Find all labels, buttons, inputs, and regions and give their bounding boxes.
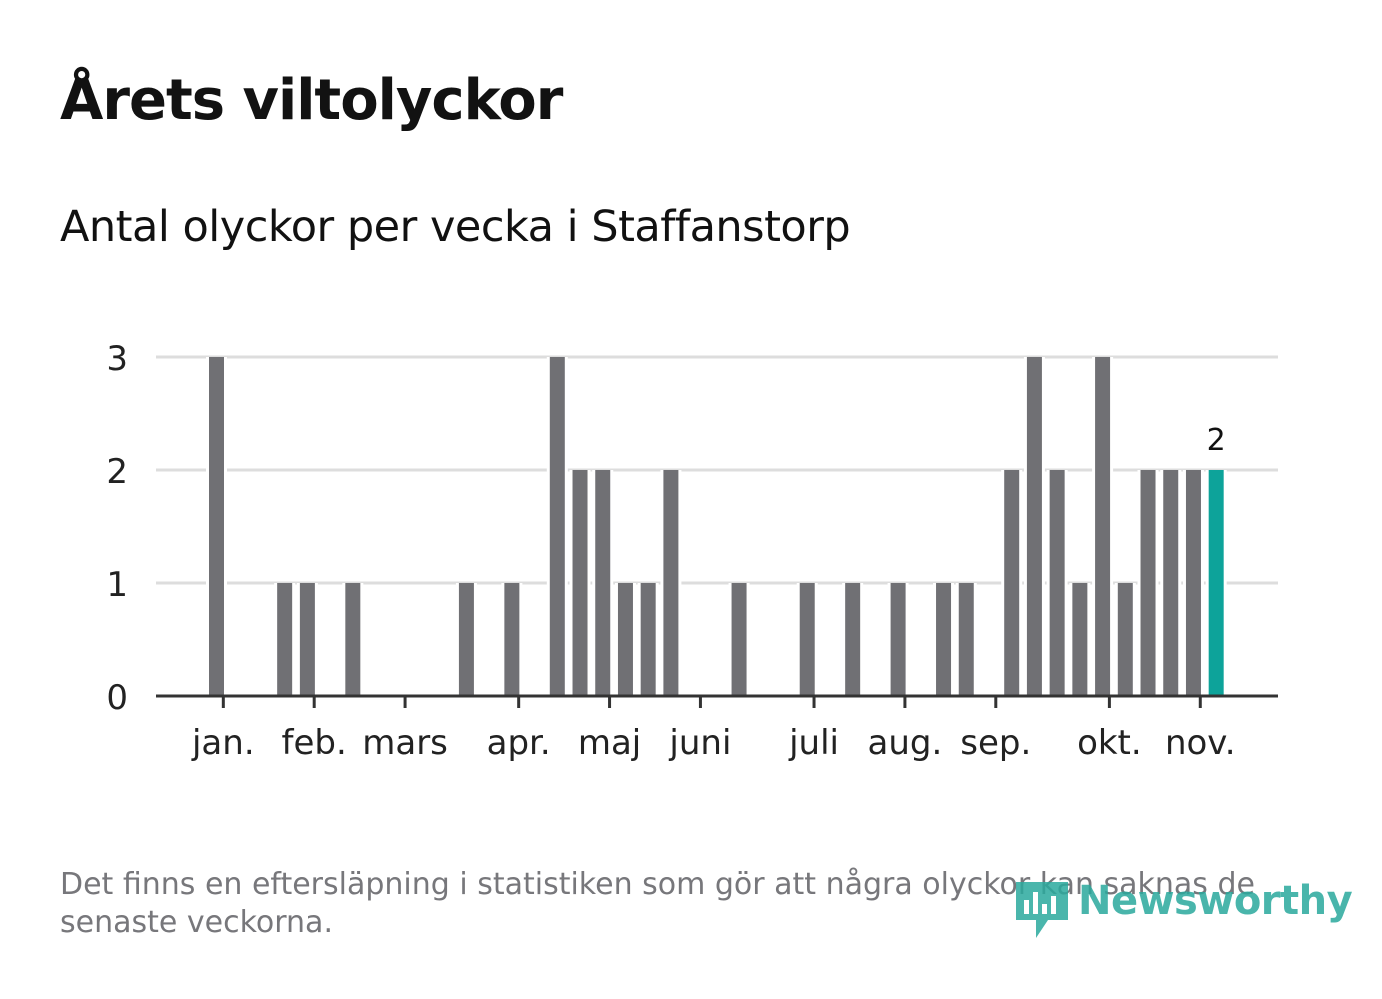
x-tick-label: apr. xyxy=(487,723,551,763)
bar xyxy=(640,583,656,696)
y-tick-label: 2 xyxy=(106,452,128,492)
x-tick-label: jan. xyxy=(191,723,255,763)
bar xyxy=(1163,470,1179,696)
bar xyxy=(1117,583,1133,696)
y-tick-label: 0 xyxy=(106,678,128,718)
newsworthy-logo-text: Newsworthy xyxy=(1078,878,1353,924)
y-tick-label: 1 xyxy=(106,565,128,605)
chart-title: Årets viltolyckor xyxy=(60,68,563,133)
bar xyxy=(458,583,474,696)
bar xyxy=(504,583,520,696)
bar xyxy=(731,583,747,696)
bar-highlight xyxy=(1208,470,1224,696)
y-axis-ticks: 0 1 2 3 xyxy=(106,339,128,718)
chart-subtitle: Antal olyckor per vecka i Staffanstorp xyxy=(60,202,851,252)
bar xyxy=(1072,583,1088,696)
newsworthy-logo-icon xyxy=(1016,882,1068,938)
x-axis: jan. feb. mars apr. maj juni juli aug. sep. okt. n… xyxy=(156,694,1278,763)
bar xyxy=(549,357,565,696)
newsworthy-logo: Newsworthy xyxy=(1012,876,1353,942)
x-tick-label: juni xyxy=(668,723,731,763)
bar xyxy=(1185,470,1201,696)
bar xyxy=(890,583,906,696)
bar xyxy=(1004,470,1020,696)
x-tick-label: mars xyxy=(362,723,448,763)
x-tick-label: maj xyxy=(578,723,641,763)
data-labels: 2 xyxy=(1207,423,1226,458)
x-tick-label: juli xyxy=(788,723,839,763)
bar xyxy=(572,470,588,696)
bar xyxy=(1026,357,1042,696)
bar xyxy=(277,583,293,696)
bar xyxy=(845,583,861,696)
bars xyxy=(206,357,1227,696)
x-tick-label: feb. xyxy=(282,723,347,763)
bar xyxy=(209,357,224,696)
bar xyxy=(617,583,633,696)
bar xyxy=(958,583,974,696)
bar xyxy=(345,583,361,696)
y-tick-label: 3 xyxy=(106,339,128,379)
bar xyxy=(299,583,315,696)
bar xyxy=(663,470,679,696)
bar xyxy=(1095,357,1111,696)
bar xyxy=(936,583,952,696)
bar xyxy=(595,470,611,696)
bar xyxy=(1140,470,1156,696)
x-tick-label: nov. xyxy=(1165,723,1236,763)
bar xyxy=(799,583,815,696)
x-tick-label: aug. xyxy=(868,723,943,763)
x-tick-label: okt. xyxy=(1077,723,1142,763)
bar xyxy=(1049,470,1065,696)
highlight-value-label: 2 xyxy=(1207,423,1226,458)
x-tick-label: sep. xyxy=(960,723,1031,763)
